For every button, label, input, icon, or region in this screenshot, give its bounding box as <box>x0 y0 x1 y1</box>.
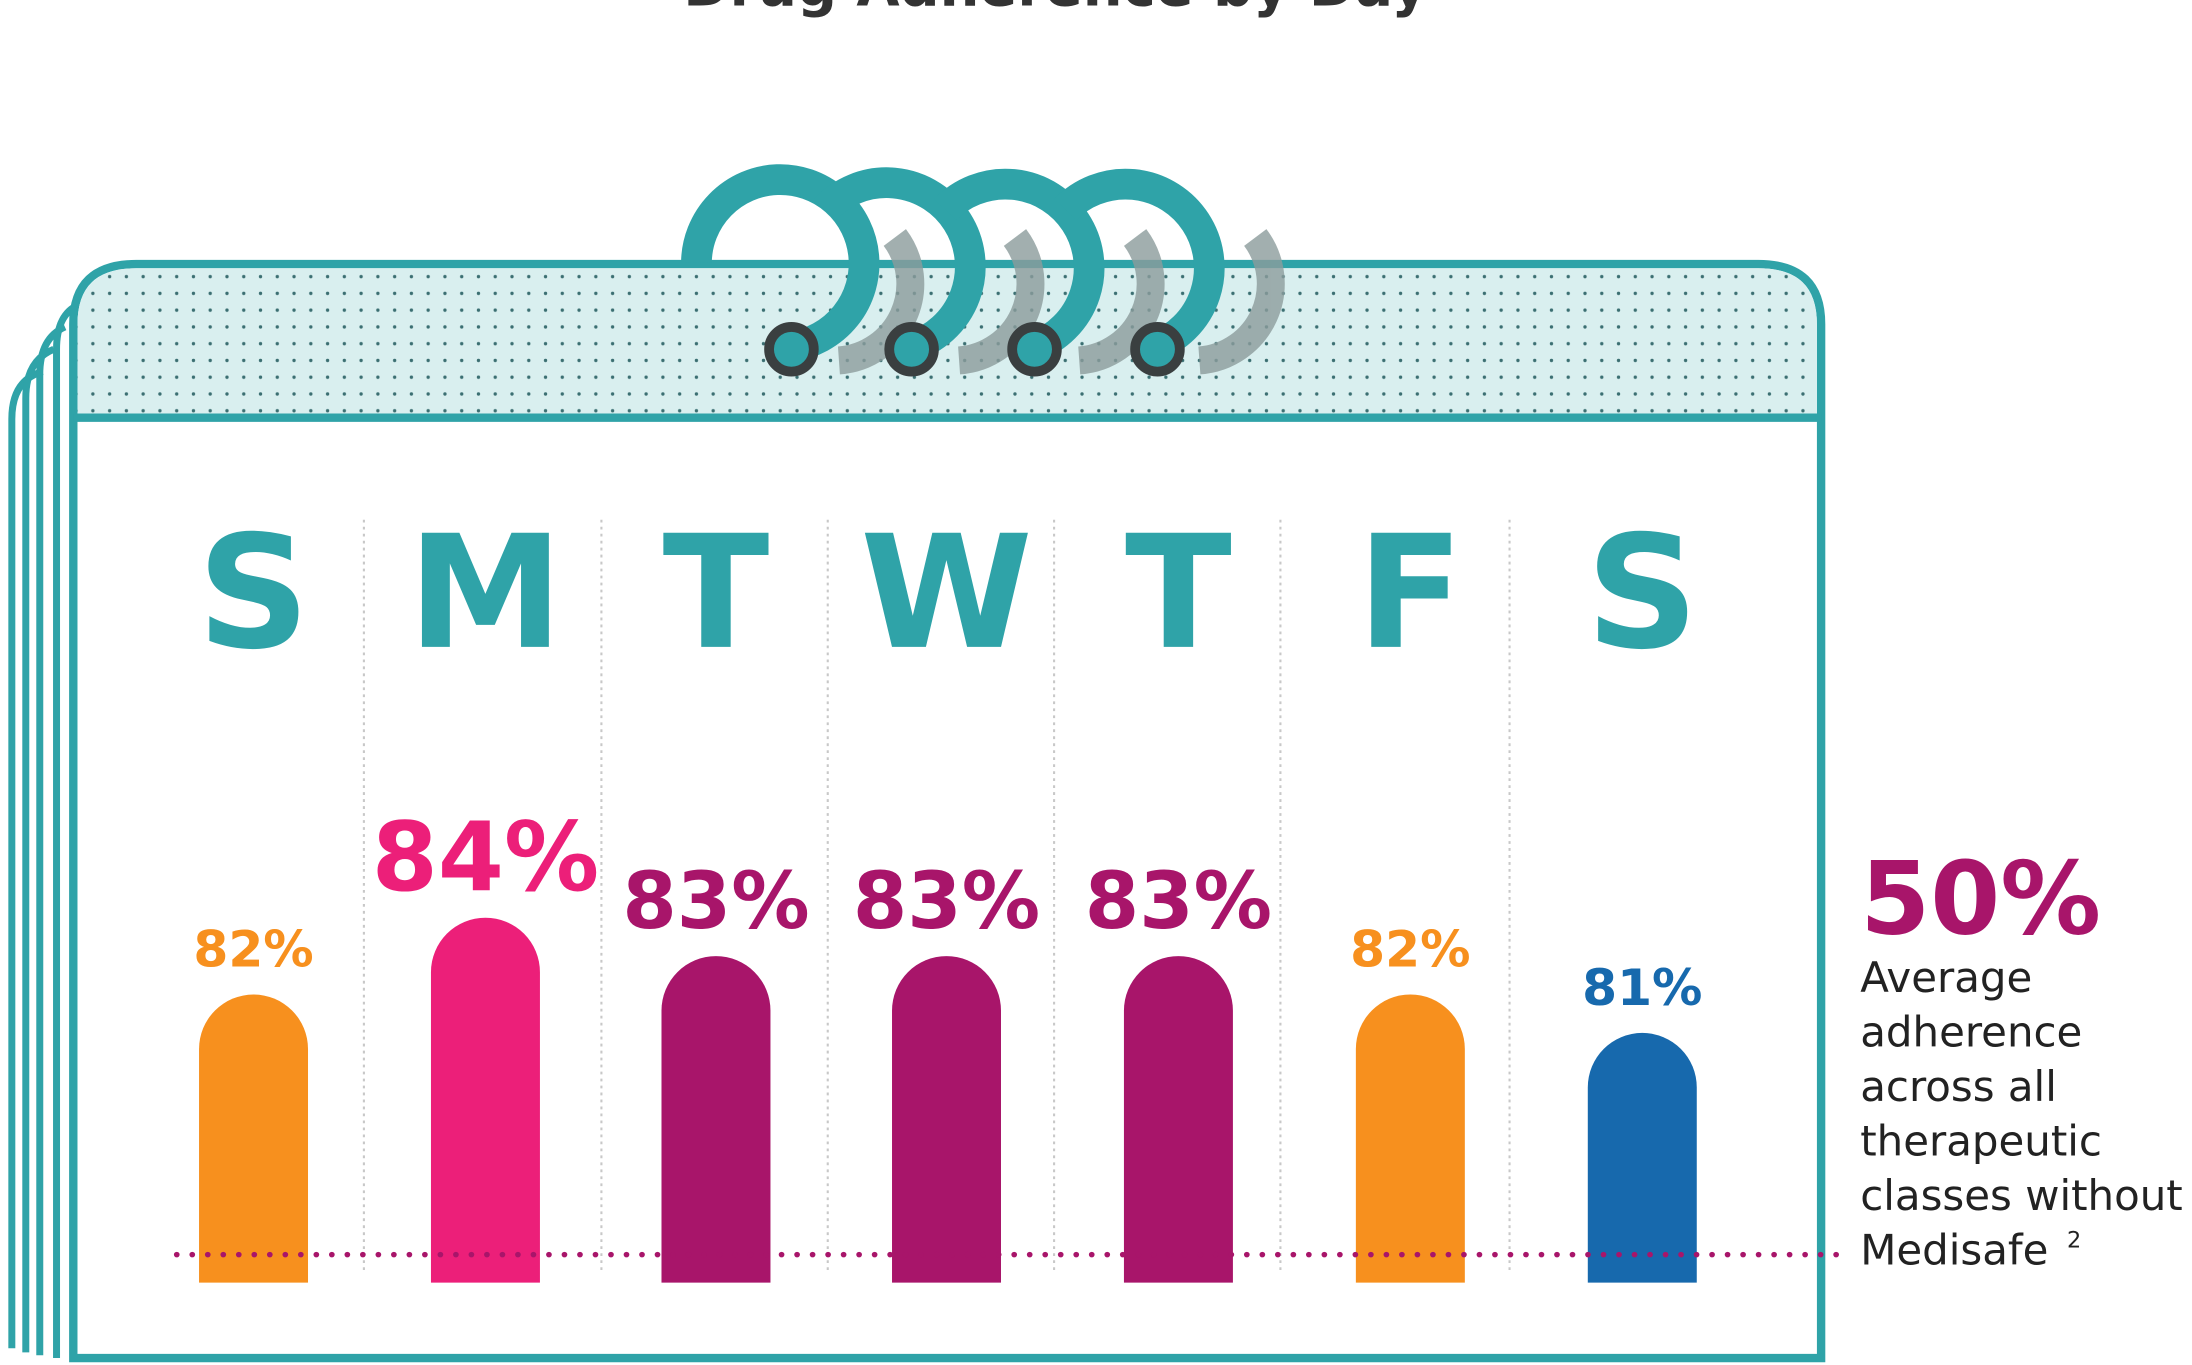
bar <box>892 956 1001 1282</box>
day-label: T <box>663 502 770 684</box>
value-label: 82% <box>193 920 313 979</box>
value-label: 83% <box>853 856 1040 947</box>
reference-text: adherence <box>1860 1007 2082 1056</box>
bar <box>661 956 770 1282</box>
value-label: 84% <box>372 803 599 913</box>
day-label: W <box>860 502 1033 684</box>
day-label: T <box>1125 502 1232 684</box>
chart: Drug Adherence by Day S 82% M <box>0 0 2192 1365</box>
reference-text: Average <box>1860 953 2032 1002</box>
reference-text: Medisafe <box>1860 1225 2048 1274</box>
reference-text: therapeutic <box>1860 1116 2102 1165</box>
value-label: 83% <box>622 856 809 947</box>
footnote: 2 <box>2067 1228 2081 1254</box>
bar <box>1356 995 1465 1283</box>
value-label: 83% <box>1085 856 1272 947</box>
reference-value: 50% <box>1860 840 2101 957</box>
bar <box>1588 1033 1697 1283</box>
bar <box>1124 956 1233 1282</box>
day-label: S <box>197 502 310 684</box>
bar <box>431 918 540 1283</box>
bar <box>199 995 308 1283</box>
page: {"chart_data": { "type": "bar", "title":… <box>0 0 2192 1365</box>
day-label: S <box>1586 502 1699 684</box>
day-label: F <box>1357 502 1464 684</box>
value-label: 82% <box>1350 920 1470 979</box>
reference-text: classes without <box>1860 1171 2183 1220</box>
reference-annotation: 50%Average adherence across all therapeutic… <box>1860 840 2183 1274</box>
value-label: 81% <box>1582 958 1702 1017</box>
reference-text: across all <box>1860 1062 2057 1111</box>
chart-title: Drug Adherence by Day <box>683 0 1427 20</box>
calendar-back-pages <box>12 305 79 1358</box>
day-label: M <box>408 502 564 684</box>
